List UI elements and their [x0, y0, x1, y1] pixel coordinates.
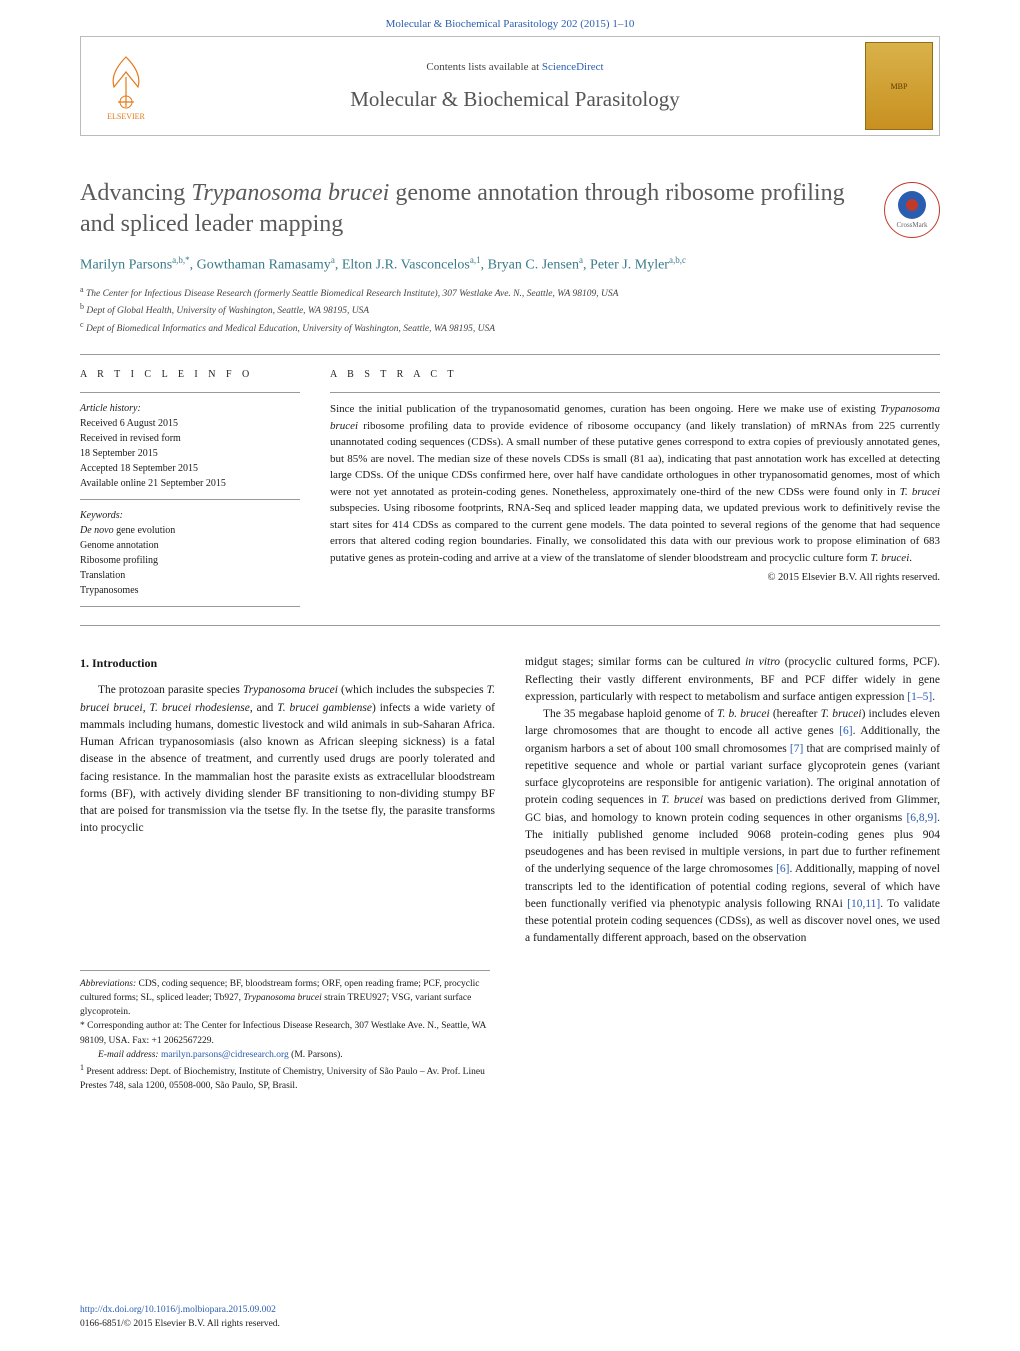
paragraph: midgut stages; similar forms can be cult… [525, 654, 940, 706]
article-history: Article history: Received 6 August 2015R… [80, 392, 300, 499]
present-text: Present address: Dept. of Biochemistry, … [80, 1067, 485, 1091]
corresponding-author-footnote: * Corresponding author at: The Center fo… [80, 1019, 490, 1048]
page-footer: http://dx.doi.org/10.1016/j.molbiopara.2… [80, 1304, 280, 1331]
abstract: a b s t r a c t Since the initial public… [330, 369, 940, 607]
body-column-left: 1. Introduction The protozoan parasite s… [80, 654, 495, 947]
running-head: Molecular & Biochemical Parasitology 202… [0, 0, 1020, 36]
paragraph: The protozoan parasite species Trypanoso… [80, 682, 495, 837]
author-list: Marilyn Parsonsa,b,*, Gowthaman Ramasamy… [80, 254, 940, 276]
title-species: Trypanosoma brucei [191, 180, 389, 206]
running-head-link[interactable]: Molecular & Biochemical Parasitology 202… [386, 18, 635, 30]
lists-prefix: Contents lists available at [426, 61, 541, 73]
abstract-heading: a b s t r a c t [330, 369, 940, 380]
crossmark-badge[interactable]: CrossMark [884, 182, 940, 238]
footnotes: Abbreviations: CDS, coding sequence; BF,… [80, 970, 490, 1094]
journal-cover-image: MBP [865, 42, 933, 130]
divider [80, 354, 940, 355]
corresp-text: Corresponding author at: The Center for … [80, 1021, 486, 1045]
sciencedirect-link[interactable]: ScienceDirect [542, 61, 604, 73]
email-link[interactable]: marilyn.parsons@cidresearch.org [161, 1050, 289, 1060]
abstract-text: Since the initial publication of the try… [330, 392, 940, 566]
divider [80, 625, 940, 626]
title-part: Advancing [80, 180, 191, 206]
keywords-block: Keywords: De novo gene evolutionGenome a… [80, 499, 300, 607]
info-abstract-row: a r t i c l e i n f o Article history: R… [80, 369, 940, 607]
article-head: Advancing Trypanosoma brucei genome anno… [80, 178, 940, 240]
article-title: Advancing Trypanosoma brucei genome anno… [80, 178, 940, 240]
journal-name: Molecular & Biochemical Parasitology [171, 87, 859, 112]
issn-line: 0166-6851/© 2015 Elsevier B.V. All right… [80, 1319, 280, 1329]
body-columns: 1. Introduction The protozoan parasite s… [80, 654, 940, 947]
email-suffix: (M. Parsons). [289, 1050, 343, 1060]
article-info: a r t i c l e i n f o Article history: R… [80, 369, 300, 607]
paragraph: The 35 megabase haploid genome of T. b. … [525, 706, 940, 948]
abbrev-label: Abbreviations: [80, 979, 136, 989]
abbreviations-footnote: Abbreviations: CDS, coding sequence; BF,… [80, 977, 490, 1020]
contents-center: Contents lists available at ScienceDirec… [171, 61, 859, 112]
elsevier-tree-icon [96, 52, 156, 112]
present-address-footnote: 1 Present address: Dept. of Biochemistry… [80, 1062, 490, 1094]
affiliations: a The Center for Infectious Disease Rese… [80, 284, 940, 336]
journal-cover: MBP [859, 37, 939, 135]
email-label: E-mail address: [98, 1050, 161, 1060]
email-footnote: E-mail address: marilyn.parsons@cidresea… [80, 1048, 490, 1062]
keywords-label: Keywords: [80, 510, 123, 521]
section-heading: 1. Introduction [80, 654, 495, 672]
crossmark-label: CrossMark [896, 221, 927, 229]
article-info-heading: a r t i c l e i n f o [80, 369, 300, 380]
lists-available-line: Contents lists available at ScienceDirec… [171, 61, 859, 73]
history-label: Article history: [80, 403, 141, 414]
body-column-right: midgut stages; similar forms can be cult… [525, 654, 940, 947]
elsevier-label: ELSEVIER [107, 112, 145, 121]
crossmark-icon [898, 191, 926, 219]
doi-link[interactable]: http://dx.doi.org/10.1016/j.molbiopara.2… [80, 1305, 276, 1315]
copyright-line: © 2015 Elsevier B.V. All rights reserved… [330, 572, 940, 583]
elsevier-logo: ELSEVIER [81, 37, 171, 135]
journal-header-box: ELSEVIER Contents lists available at Sci… [80, 36, 940, 136]
